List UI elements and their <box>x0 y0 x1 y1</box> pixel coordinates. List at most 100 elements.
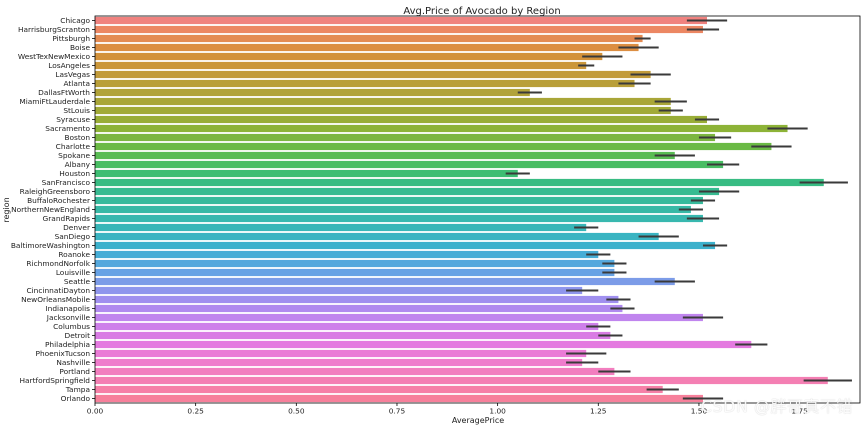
bars-layer <box>95 16 828 403</box>
x-tick-label: 1.75 <box>791 407 808 416</box>
y-tick-label: Boise <box>70 43 90 52</box>
bar-SanDiego <box>95 232 659 241</box>
y-tick-label: Roanoke <box>58 250 90 259</box>
bar-GrandRapids <box>95 214 703 223</box>
x-tick-label: 0.50 <box>288 407 305 416</box>
bar-Philadelphia <box>95 340 752 349</box>
bar-Nashville <box>95 358 583 367</box>
chart-title: Avg.Price of Avocado by Region <box>403 6 560 17</box>
bar-RichmondNorfolk <box>95 259 615 268</box>
x-axis-label: AveragePrice <box>452 416 504 425</box>
x-tick-label: 0.75 <box>389 407 406 416</box>
y-tick-label: Boston <box>64 133 90 142</box>
bar-Denver <box>95 223 587 232</box>
bar-Sacramento <box>95 124 788 133</box>
y-tick-label: CincinnatiDayton <box>26 286 90 295</box>
x-tick-label: 1.00 <box>489 407 506 416</box>
bar-Portland <box>95 367 615 376</box>
x-tick-label: 1.25 <box>590 407 607 416</box>
y-tick-label: Spokane <box>58 151 90 160</box>
y-tick-label: NorthernNewEngland <box>11 205 90 214</box>
bar-Syracuse <box>95 115 707 124</box>
y-tick-label: StLouis <box>63 106 90 115</box>
y-ticks-layer: ChicagoHarrisburgScrantonPittsburghBoise… <box>11 16 95 403</box>
bar-CincinnatiDayton <box>95 286 583 295</box>
bar-Roanoke <box>95 250 599 259</box>
bar-Albany <box>95 160 724 169</box>
y-tick-label: Houston <box>59 169 90 178</box>
bar-Columbus <box>95 322 599 331</box>
y-tick-label: HarrisburgScranton <box>18 25 90 34</box>
y-tick-label: Indianapolis <box>45 304 90 313</box>
y-tick-label: SanDiego <box>55 232 91 241</box>
y-tick-label: Portland <box>59 367 90 376</box>
bar-Houston <box>95 169 518 178</box>
x-tick-label: 0.25 <box>187 407 204 416</box>
y-tick-label: MiamiFtLauderdale <box>19 97 90 106</box>
y-tick-label: Louisville <box>56 268 91 277</box>
y-tick-label: Tampa <box>65 385 90 394</box>
bar-BaltimoreWashington <box>95 241 716 250</box>
bar-DallasFtWorth <box>95 88 530 97</box>
y-tick-label: Sacramento <box>45 124 90 133</box>
y-tick-label: Jacksonville <box>46 313 91 322</box>
y-tick-label: Syracuse <box>56 115 90 124</box>
y-tick-label: RaleighGreensboro <box>20 187 91 196</box>
y-tick-label: Chicago <box>60 16 90 25</box>
bar-PhoenixTucson <box>95 349 587 358</box>
y-tick-label: LosAngeles <box>48 61 90 70</box>
bar-Boise <box>95 43 639 52</box>
bar-Atlanta <box>95 79 635 88</box>
y-tick-label: BuffaloRochester <box>27 196 91 205</box>
plot-frame <box>94 15 861 404</box>
y-axis-label: region <box>2 197 11 222</box>
y-tick-label: GrandRapids <box>43 214 91 223</box>
bar-BuffaloRochester <box>95 196 703 205</box>
csdn-watermark: CSDN @胖哥真不错 <box>700 397 853 416</box>
y-tick-label: Philadelphia <box>45 340 90 349</box>
bar-WestTexNewMexico <box>95 52 603 61</box>
bar-Louisville <box>95 268 615 277</box>
y-tick-label: Denver <box>63 223 91 232</box>
y-tick-label: Columbus <box>53 322 90 331</box>
bar-StLouis <box>95 106 671 115</box>
bar-Detroit <box>95 331 611 340</box>
bar-Chicago <box>95 16 707 25</box>
error-bars-layer <box>505 19 852 400</box>
bar-Indianapolis <box>95 304 623 313</box>
bar-Pittsburgh <box>95 34 643 43</box>
y-tick-label: PhoenixTucson <box>35 349 90 358</box>
bar-Jacksonville <box>95 313 703 322</box>
bar-SanFrancisco <box>95 178 824 187</box>
bar-LasVegas <box>95 70 651 79</box>
bar-NorthernNewEngland <box>95 205 691 214</box>
bar-LosAngeles <box>95 61 587 70</box>
bar-Boston <box>95 133 716 142</box>
y-tick-label: DallasFtWorth <box>38 88 90 97</box>
y-tick-label: WestTexNewMexico <box>18 52 91 61</box>
bar-HartfordSpringfield <box>95 376 828 385</box>
bar-Charlotte <box>95 142 772 151</box>
bar-Orlando <box>95 394 703 403</box>
y-tick-label: Nashville <box>56 358 90 367</box>
bar-Tampa <box>95 385 663 394</box>
bar-HarrisburgScranton <box>95 25 703 34</box>
bar-NewOrleansMobile <box>95 295 619 304</box>
y-tick-label: RichmondNorfolk <box>26 259 90 268</box>
y-tick-label: Orlando <box>61 394 91 403</box>
bar-Seattle <box>95 277 675 286</box>
x-ticks-layer: 0.00 0.25 0.50 0.75 1.00 1.25 1.50 1.75 <box>87 403 808 416</box>
y-tick-label: Pittsburgh <box>52 34 90 43</box>
x-tick-label: 0.00 <box>87 407 104 416</box>
y-tick-label: Detroit <box>65 331 91 340</box>
y-tick-label: NewOrleansMobile <box>21 295 90 304</box>
y-tick-label: LasVegas <box>55 70 90 79</box>
y-tick-label: Atlanta <box>63 79 90 88</box>
bar-RaleighGreensboro <box>95 187 720 196</box>
y-tick-label: BaltimoreWashington <box>11 241 90 250</box>
y-tick-label: SanFrancisco <box>42 178 91 187</box>
x-tick-label: 1.50 <box>691 407 708 416</box>
y-tick-label: Charlotte <box>56 142 91 151</box>
y-tick-label: Albany <box>65 160 91 169</box>
